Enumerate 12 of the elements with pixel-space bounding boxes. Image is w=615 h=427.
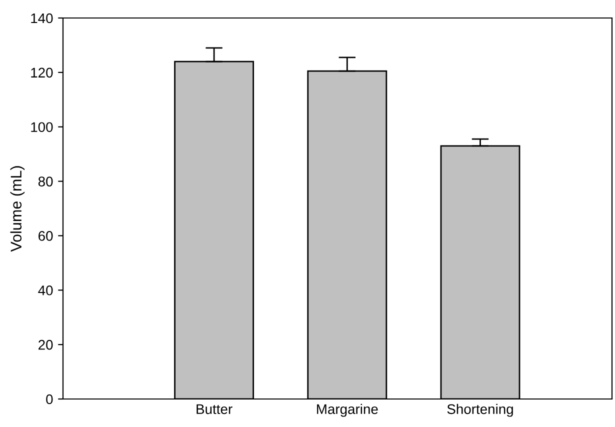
y-tick-label: 40 (38, 285, 53, 296)
y-tick-label: 0 (46, 394, 53, 404)
y-tick-label: 140 (31, 13, 53, 24)
x-tick-label: Butter (196, 404, 232, 414)
y-tick-label: 80 (38, 176, 53, 186)
y-tick-label: 100 (31, 122, 53, 132)
x-tick-label: Margarine (317, 404, 378, 417)
y-axis-title: Volume (mL) (10, 166, 25, 252)
y-tick-label: 120 (31, 68, 53, 78)
y-tick-label: 60 (38, 231, 53, 241)
x-tick-label: Shortening (447, 404, 513, 417)
y-tick-label: 20 (38, 340, 53, 350)
